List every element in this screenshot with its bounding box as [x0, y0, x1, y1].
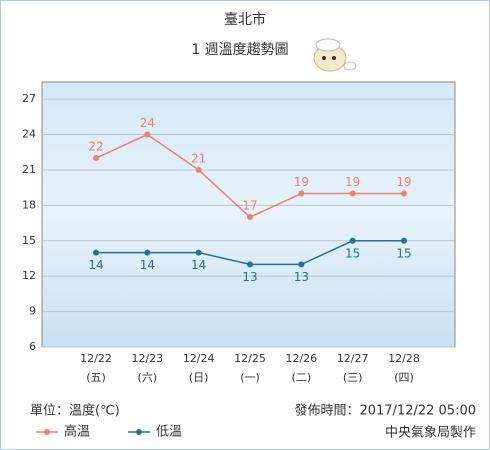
- y-tick-label: 6: [29, 340, 36, 353]
- legend-marker: [44, 429, 50, 435]
- value-label: 17: [242, 199, 257, 213]
- point: [144, 131, 151, 138]
- unit-note: 單位：溫度(℃): [30, 403, 120, 419]
- x-tick-day: (四): [394, 371, 414, 384]
- credit: 中央氣象局製作: [385, 426, 476, 441]
- x-tick-label: 12/24: [183, 352, 215, 365]
- legend-label: 低溫: [156, 425, 182, 440]
- x-tick-day: (日): [189, 371, 209, 384]
- value-label: 21: [191, 151, 206, 165]
- value-label: 14: [88, 258, 103, 272]
- point: [195, 166, 202, 173]
- point: [93, 249, 99, 256]
- point: [144, 249, 151, 256]
- y-tick-label: 15: [22, 234, 36, 247]
- point: [349, 237, 356, 244]
- point: [401, 237, 407, 244]
- x-tick-label: 12/28: [388, 352, 420, 365]
- y-tick-label: 24: [22, 128, 36, 141]
- value-label: 19: [294, 175, 309, 189]
- x-tick-label: 12/25: [234, 352, 266, 365]
- point: [247, 214, 253, 221]
- x-tick-label: 12/22: [80, 352, 112, 365]
- x-tick-day: (三): [343, 371, 363, 384]
- value-label: 14: [191, 258, 206, 272]
- point: [93, 155, 99, 162]
- chart-subtitle: 1 週溫度趨勢圖: [191, 42, 288, 58]
- x-tick-day: (二): [292, 371, 312, 384]
- y-tick-label: 9: [29, 305, 36, 318]
- point: [298, 190, 305, 197]
- value-label: 15: [345, 246, 360, 260]
- chart-title: 臺北市: [224, 11, 266, 28]
- legend-label: 高溫: [64, 424, 90, 440]
- y-tick-label: 18: [22, 198, 36, 211]
- value-label: 13: [242, 270, 257, 284]
- point: [195, 249, 202, 256]
- value-label: 19: [396, 175, 411, 189]
- x-tick-day: (五): [86, 371, 106, 384]
- y-tick-label: 12: [22, 269, 36, 282]
- value-label: 19: [345, 175, 360, 189]
- x-tick-label: 12/26: [285, 352, 317, 365]
- mascot: [313, 38, 357, 72]
- value-label: 14: [140, 258, 155, 272]
- x-tick-day: (六): [138, 371, 158, 384]
- plot-area: [41, 81, 456, 348]
- publish-time: 發佈時間：2017/12/22 05:00: [294, 403, 476, 419]
- point: [247, 261, 253, 268]
- legend-marker: [136, 429, 142, 435]
- point: [401, 190, 407, 197]
- value-label: 15: [396, 246, 411, 260]
- value-label: 22: [88, 140, 103, 154]
- point: [298, 261, 305, 268]
- y-tick-label: 27: [22, 92, 36, 105]
- x-tick-label: 12/27: [337, 352, 369, 365]
- value-label: 24: [140, 116, 155, 130]
- x-tick-label: 12/23: [131, 352, 163, 365]
- value-label: 13: [294, 270, 309, 284]
- point: [349, 190, 356, 197]
- y-tick-label: 21: [22, 163, 36, 176]
- x-tick-day: (一): [240, 371, 260, 384]
